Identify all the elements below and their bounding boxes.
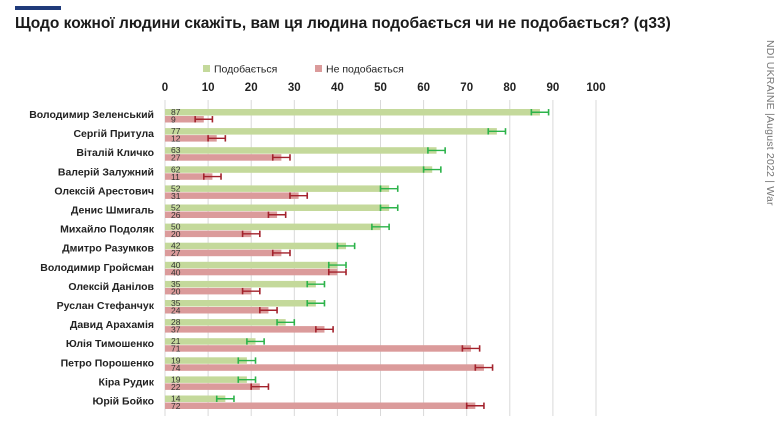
value-label-like: 62: [171, 164, 181, 174]
bar-dislike: [165, 402, 476, 409]
bar-like: [165, 185, 390, 192]
bar-dislike: [165, 307, 269, 314]
source-note: NDI UKRAINE |August 2022 | War: [764, 40, 776, 206]
value-label-like: 40: [171, 260, 181, 270]
bar-dislike: [165, 116, 204, 123]
category-label: Давид Арахамія: [70, 319, 154, 331]
bar-dislike: [165, 249, 282, 257]
bar-dislike: [165, 230, 252, 238]
bar-dislike: [165, 268, 338, 276]
x-tick-label: 40: [331, 82, 344, 94]
value-label-like: 35: [171, 298, 181, 308]
category-label: Михайло Подоляк: [60, 224, 155, 236]
bar-dislike: [165, 287, 252, 295]
x-tick-label: 20: [245, 82, 258, 94]
value-label-dislike: 71: [171, 344, 181, 354]
bar-like: [165, 280, 316, 288]
bar-like: [165, 376, 247, 383]
title-accent-bar: [15, 6, 61, 10]
bar-dislike: [165, 135, 217, 142]
bar-like: [165, 242, 347, 250]
bar-like: [165, 223, 381, 231]
bar-like: [165, 395, 226, 402]
value-label-dislike: 9: [171, 115, 176, 125]
value-label-like: 52: [171, 183, 181, 193]
value-label-dislike: 31: [171, 191, 181, 201]
x-tick-label: 100: [586, 82, 605, 94]
bar-like: [165, 109, 540, 116]
x-tick-label: 50: [374, 82, 387, 94]
page-title: Щодо кожної людини скажіть, вам ця людин…: [15, 15, 671, 32]
x-tick-label: 70: [460, 82, 473, 94]
category-label: Юрій Бойко: [93, 396, 154, 408]
x-tick-label: 80: [503, 82, 516, 94]
value-label-like: 14: [171, 394, 181, 404]
value-label-like: 52: [171, 203, 181, 213]
bar-like: [165, 357, 247, 364]
bar-like: [165, 319, 286, 326]
value-label-dislike: 12: [171, 134, 181, 144]
legend-like-swatch: [203, 65, 210, 72]
bar-like: [165, 261, 338, 269]
value-label-dislike: 20: [171, 286, 181, 296]
value-label-like: 35: [171, 279, 181, 289]
category-label: Петро Порошенко: [61, 357, 154, 369]
bar-dislike: [165, 364, 484, 371]
bar-like: [165, 147, 437, 154]
x-tick-label: 30: [288, 82, 301, 94]
category-label: Олексій Данілов: [68, 281, 154, 293]
x-tick-label: 10: [202, 82, 215, 94]
value-label-dislike: 40: [171, 267, 181, 277]
category-label: Валерій Залужний: [58, 166, 154, 178]
bar-dislike: [165, 326, 325, 333]
x-tick-label: 90: [547, 82, 560, 94]
category-label: Віталій Кличко: [76, 147, 154, 159]
category-label: Юлія Тимошенко: [66, 338, 154, 350]
bar-like: [165, 300, 316, 307]
bar-dislike: [165, 211, 278, 218]
value-label-like: 28: [171, 317, 181, 327]
value-label-dislike: 27: [171, 153, 181, 163]
bar-like: [165, 204, 390, 211]
bar-dislike: [165, 383, 260, 390]
category-label: Дмитро Разумков: [62, 243, 154, 255]
value-label-like: 21: [171, 336, 181, 346]
value-label-dislike: 72: [171, 401, 181, 411]
value-label-dislike: 27: [171, 248, 181, 258]
value-label-dislike: 26: [171, 210, 181, 220]
x-tick-label: 60: [417, 82, 430, 94]
value-label-like: 77: [171, 126, 181, 136]
bar-dislike: [165, 345, 472, 352]
value-label-dislike: 22: [171, 382, 181, 392]
value-label-dislike: 24: [171, 306, 181, 316]
category-label: Денис Шмигаль: [71, 205, 155, 217]
value-label-dislike: 11: [171, 172, 180, 182]
category-label: Олексій Арестович: [54, 185, 154, 197]
legend-dislike-label: Не подобається: [326, 64, 404, 76]
legend-like-label: Подобається: [214, 64, 277, 76]
value-label-like: 50: [171, 222, 181, 232]
category-label: Володимир Гройсман: [40, 262, 154, 274]
category-label: Кіра Рудик: [99, 376, 155, 388]
category-label: Володимир Зеленський: [29, 109, 154, 121]
value-label-dislike: 37: [171, 325, 181, 335]
category-label: Руслан Стефанчук: [57, 300, 155, 312]
value-label-like: 42: [171, 241, 181, 251]
bar-like: [165, 338, 256, 345]
value-label-like: 19: [171, 355, 181, 365]
x-tick-label: 0: [162, 82, 168, 94]
legend-dislike-swatch: [315, 65, 322, 72]
value-label-like: 19: [171, 374, 181, 384]
category-label: Сергій Притула: [73, 128, 154, 140]
bar-dislike: [165, 154, 282, 161]
value-label-dislike: 74: [171, 363, 181, 373]
value-label-dislike: 20: [171, 229, 181, 239]
value-label-like: 63: [171, 145, 181, 155]
bar-dislike: [165, 173, 213, 180]
bar-dislike: [165, 192, 299, 199]
bar-like: [165, 128, 497, 135]
bar-like: [165, 166, 433, 173]
value-label-like: 87: [171, 107, 181, 117]
